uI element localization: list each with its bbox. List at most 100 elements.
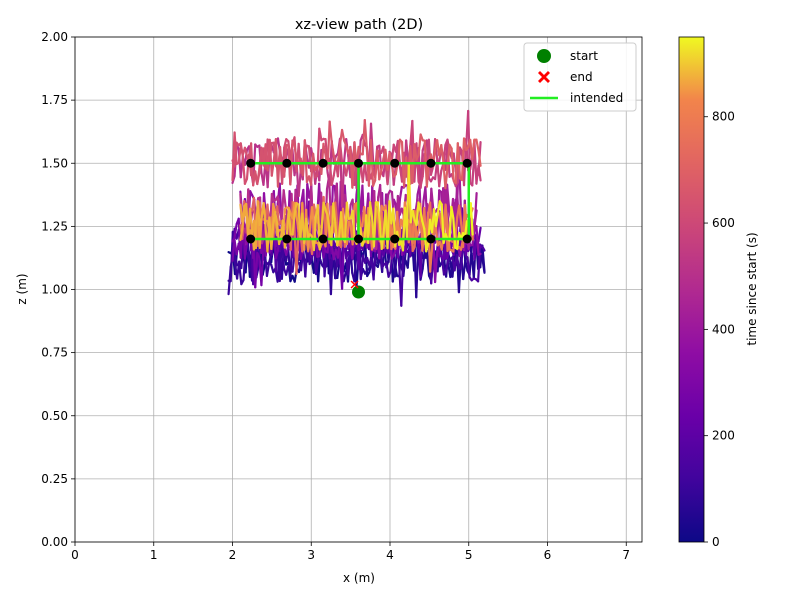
trajectory-segment bbox=[268, 138, 273, 177]
colorbar-label: time since start (s) bbox=[745, 232, 759, 345]
trajectory-segment bbox=[243, 146, 249, 157]
trajectory-segment bbox=[396, 138, 402, 163]
trajectory-segment bbox=[413, 143, 418, 161]
trajectory-segment bbox=[419, 209, 424, 223]
trajectory-segment bbox=[246, 252, 251, 272]
trajectory-segment bbox=[231, 236, 236, 243]
trajectory-segment bbox=[449, 260, 454, 278]
trajectory-segment bbox=[455, 253, 461, 269]
trajectory-segment bbox=[258, 216, 263, 227]
trajectory-segment bbox=[267, 253, 273, 265]
trajectory-segment bbox=[287, 248, 292, 278]
trajectory-segment bbox=[417, 213, 422, 233]
colorbar-tick-label: 400 bbox=[712, 322, 735, 336]
trajectory-segment bbox=[246, 243, 251, 260]
trajectory-segment bbox=[256, 167, 261, 185]
trajectory-segment bbox=[320, 201, 325, 230]
trajectory-segment bbox=[438, 212, 443, 229]
trajectory-segment bbox=[384, 162, 389, 186]
trajectory-segment bbox=[326, 120, 331, 170]
trajectory-segment bbox=[402, 251, 407, 277]
trajectory-segment bbox=[458, 204, 463, 224]
trajectory-segment bbox=[262, 202, 267, 228]
trajectory-segment bbox=[440, 256, 446, 276]
trajectory-segment bbox=[446, 223, 451, 251]
waypoint-marker bbox=[318, 234, 328, 244]
chart-title: xz-view path (2D) bbox=[295, 17, 423, 33]
trajectory-segment bbox=[336, 143, 342, 164]
trajectory-segment bbox=[421, 248, 426, 270]
trajectory-segment bbox=[473, 139, 478, 185]
trajectory-segment bbox=[345, 220, 350, 246]
trajectory-segment bbox=[440, 143, 445, 163]
trajectory-segment bbox=[475, 138, 480, 152]
trajectory-segment bbox=[425, 249, 431, 277]
trajectory-segment bbox=[371, 190, 376, 217]
y-tick-label: 0.50 bbox=[41, 409, 68, 423]
trajectory-segment bbox=[252, 223, 257, 251]
trajectory-segment bbox=[241, 155, 247, 185]
waypoint-marker bbox=[426, 158, 436, 168]
trajectory-segment bbox=[233, 131, 238, 166]
trajectory-segment bbox=[314, 259, 320, 276]
trajectory-segment bbox=[376, 214, 381, 240]
trajectory-segment bbox=[235, 260, 241, 280]
y-tick-label: 1.75 bbox=[41, 93, 68, 107]
trajectory-segment bbox=[462, 137, 468, 152]
trajectory-segment bbox=[322, 142, 327, 156]
trajectory-segment bbox=[481, 245, 486, 252]
trajectory-segment bbox=[312, 152, 317, 172]
x-axis-ticks: 0 1 2 3 4 5 6 7 bbox=[71, 542, 630, 562]
trajectory-segment bbox=[334, 201, 339, 224]
y-axis-ticks: 0.00 0.25 0.50 0.75 1.00 1.25 1.50 1.75 2.00 bbox=[41, 30, 75, 549]
waypoint-marker bbox=[246, 234, 256, 244]
trajectory-segment bbox=[477, 243, 482, 283]
trajectory-segment bbox=[471, 138, 476, 160]
colorbar-tick-label: 200 bbox=[712, 429, 735, 443]
trajectory-segment bbox=[346, 251, 352, 276]
trajectory-segment bbox=[278, 145, 284, 171]
trajectory-segment bbox=[466, 256, 471, 279]
trajectory-segment bbox=[305, 217, 310, 239]
trajectory-segment bbox=[351, 271, 356, 283]
trajectory-segment bbox=[353, 249, 358, 283]
waypoint-marker bbox=[462, 158, 472, 168]
trajectory-segment bbox=[332, 154, 337, 164]
x-tick-label: 3 bbox=[307, 548, 315, 562]
trajectory-segment bbox=[363, 118, 368, 150]
trajectory-segment bbox=[316, 127, 321, 177]
trajectory-segment bbox=[283, 138, 288, 149]
trajectory-segment bbox=[407, 220, 412, 239]
trajectory-segment bbox=[407, 163, 412, 224]
waypoint-marker bbox=[390, 158, 400, 168]
markers bbox=[246, 158, 472, 299]
trajectory-segment bbox=[233, 254, 239, 267]
trajectory-segment bbox=[291, 201, 296, 220]
trajectory-segment bbox=[456, 142, 461, 180]
trajectory-segment bbox=[475, 225, 480, 256]
trajectory-segment bbox=[361, 206, 366, 228]
trajectory-segment bbox=[307, 145, 313, 173]
trajectory-segment bbox=[477, 149, 482, 167]
trajectory-segment bbox=[400, 244, 405, 307]
trajectory-segment bbox=[409, 119, 414, 148]
trajectory-segment bbox=[291, 247, 296, 258]
trajectory-segment bbox=[276, 222, 281, 246]
waypoint-marker bbox=[282, 158, 292, 168]
legend: start end intended bbox=[523, 42, 637, 112]
trajectory-segment bbox=[241, 205, 246, 230]
trajectory-segment bbox=[326, 214, 331, 231]
trajectory-segment bbox=[390, 143, 395, 164]
legend-box bbox=[523, 42, 637, 112]
trajectory-segment bbox=[328, 120, 333, 144]
trajectory-segment bbox=[433, 250, 439, 284]
trajectory-segment bbox=[368, 223, 374, 251]
x-tick-label: 4 bbox=[386, 548, 394, 562]
trajectory-segment bbox=[417, 201, 422, 212]
trajectory-segment bbox=[357, 145, 362, 156]
trajectory-segment bbox=[276, 205, 281, 226]
waypoint-marker bbox=[282, 234, 292, 244]
trajectory-segment bbox=[340, 128, 346, 142]
trajectory-segment bbox=[322, 201, 327, 211]
